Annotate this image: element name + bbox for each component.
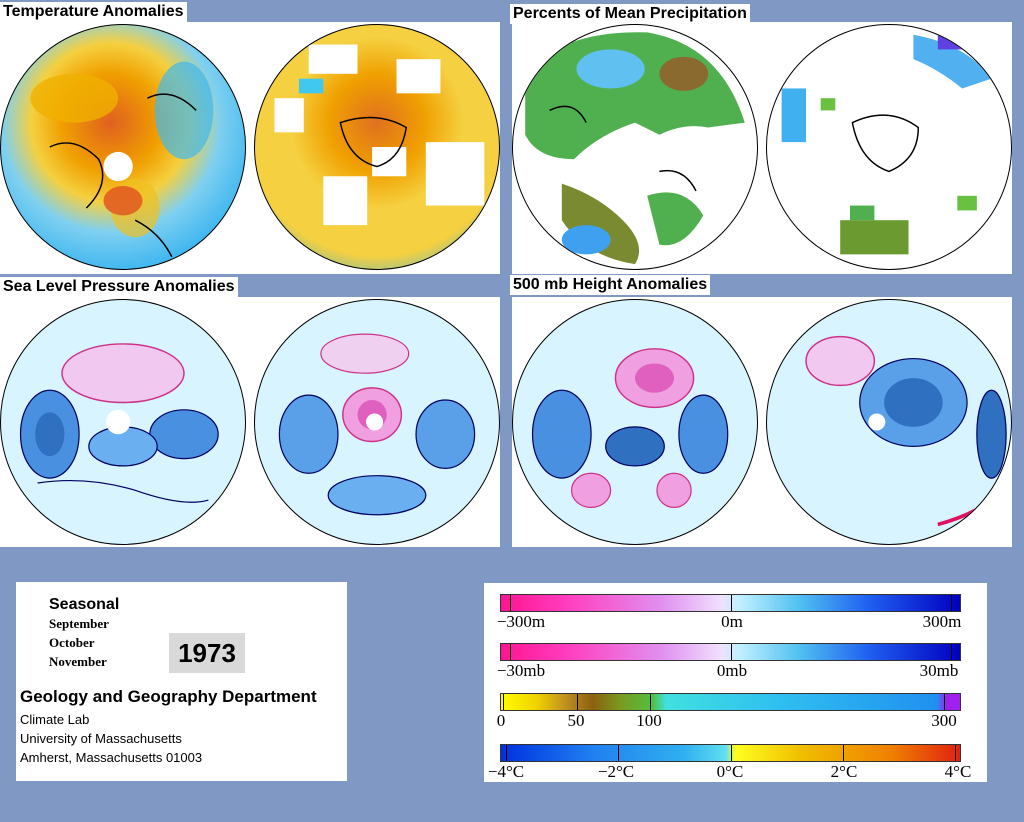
- temp-label-minus4: −4°C: [487, 762, 525, 781]
- pressure-sh-globe: [254, 299, 500, 545]
- pressure-color-bar: [500, 643, 961, 661]
- precip-label-0: 0: [496, 711, 506, 730]
- precip-tick-0: [503, 694, 505, 710]
- precip-label-300: 300: [931, 711, 957, 730]
- temp-label-4: 4°C: [944, 762, 972, 781]
- address-line-3: Amherst, Massachusetts 01003: [20, 750, 203, 765]
- temperature-nh-map: [30, 61, 214, 258]
- temperature-nh-globe: [0, 24, 246, 270]
- pressure-tick-right: [950, 644, 952, 660]
- precip-tick-300: [943, 694, 945, 710]
- temperature-sh-globe: [254, 24, 500, 270]
- precipitation-nh-globe: [512, 24, 758, 270]
- month-3: November: [49, 654, 107, 669]
- pressure-panel: [0, 297, 500, 547]
- temperature-panel: [0, 22, 500, 274]
- height-color-bar: [500, 594, 961, 612]
- height-label-min: −300m: [496, 612, 546, 631]
- pressure-tick-mid: [730, 644, 732, 660]
- temp-tick-minus4: [505, 745, 507, 761]
- address-line-1: Climate Lab: [20, 712, 90, 727]
- precip-label-50: 50: [567, 711, 585, 730]
- month-1: September: [49, 616, 109, 631]
- precipitation-panel: [512, 22, 1012, 274]
- temperature-title: Temperature Anomalies: [0, 2, 187, 22]
- precip-tick-50: [576, 694, 578, 710]
- temp-tick-2: [842, 745, 844, 761]
- height-sh-globe: [766, 299, 1012, 545]
- height-tick-mid: [730, 595, 732, 611]
- temperature-sh-map: [274, 44, 485, 226]
- info-panel: Seasonal September October November 1973…: [16, 582, 347, 781]
- temp-tick-0: [730, 745, 732, 761]
- address-line-2: University of Massachusetts: [20, 731, 182, 746]
- height-title: 500 mb Height Anomalies: [510, 275, 711, 295]
- temp-label-0: 0°C: [716, 762, 744, 781]
- precip-tick-100: [650, 694, 652, 710]
- pressure-label-max: 30mb: [919, 661, 959, 680]
- height-label-mid: 0m: [721, 612, 743, 631]
- year-label: 1973: [169, 633, 245, 673]
- pressure-label-min: −30mb: [496, 661, 546, 680]
- precipitation-sh-globe: [766, 24, 1012, 270]
- temp-label-2: 2°C: [830, 762, 858, 781]
- pressure-title: Sea Level Pressure Anomalies: [0, 277, 238, 297]
- precip-label-100: 100: [636, 711, 662, 730]
- precipitation-title: Percents of Mean Precipitation: [510, 4, 750, 24]
- pressure-tick-left: [510, 644, 512, 660]
- precipitation-sh-map: [781, 34, 992, 255]
- legend-panel: −300m 0m 300m −30mb 0mb 30mb 0 50 100 30…: [484, 583, 987, 782]
- season-title: Seasonal: [49, 596, 120, 613]
- height-tick-right: [950, 595, 952, 611]
- height-sh-map: [805, 335, 1007, 527]
- pressure-label-mid: 0mb: [716, 661, 748, 680]
- height-panel: [512, 297, 1012, 547]
- pressure-nh-globe: [0, 299, 246, 545]
- temp-tick-minus2: [618, 745, 620, 761]
- height-label-max: 300m: [922, 612, 962, 631]
- height-nh-globe: [512, 299, 758, 545]
- height-nh-map: [531, 348, 729, 509]
- temperature-color-bar: [500, 744, 961, 762]
- precipitation-color-bar: [500, 693, 961, 711]
- month-2: October: [49, 635, 95, 650]
- temp-label-minus2: −2°C: [597, 762, 635, 781]
- temp-tick-4: [955, 745, 957, 761]
- precipitation-nh-map: [525, 32, 745, 265]
- pressure-nh-map: [19, 343, 219, 503]
- pressure-sh-map: [278, 333, 476, 516]
- department-name: Geology and Geography Department: [20, 687, 317, 706]
- height-tick-left: [510, 595, 512, 611]
